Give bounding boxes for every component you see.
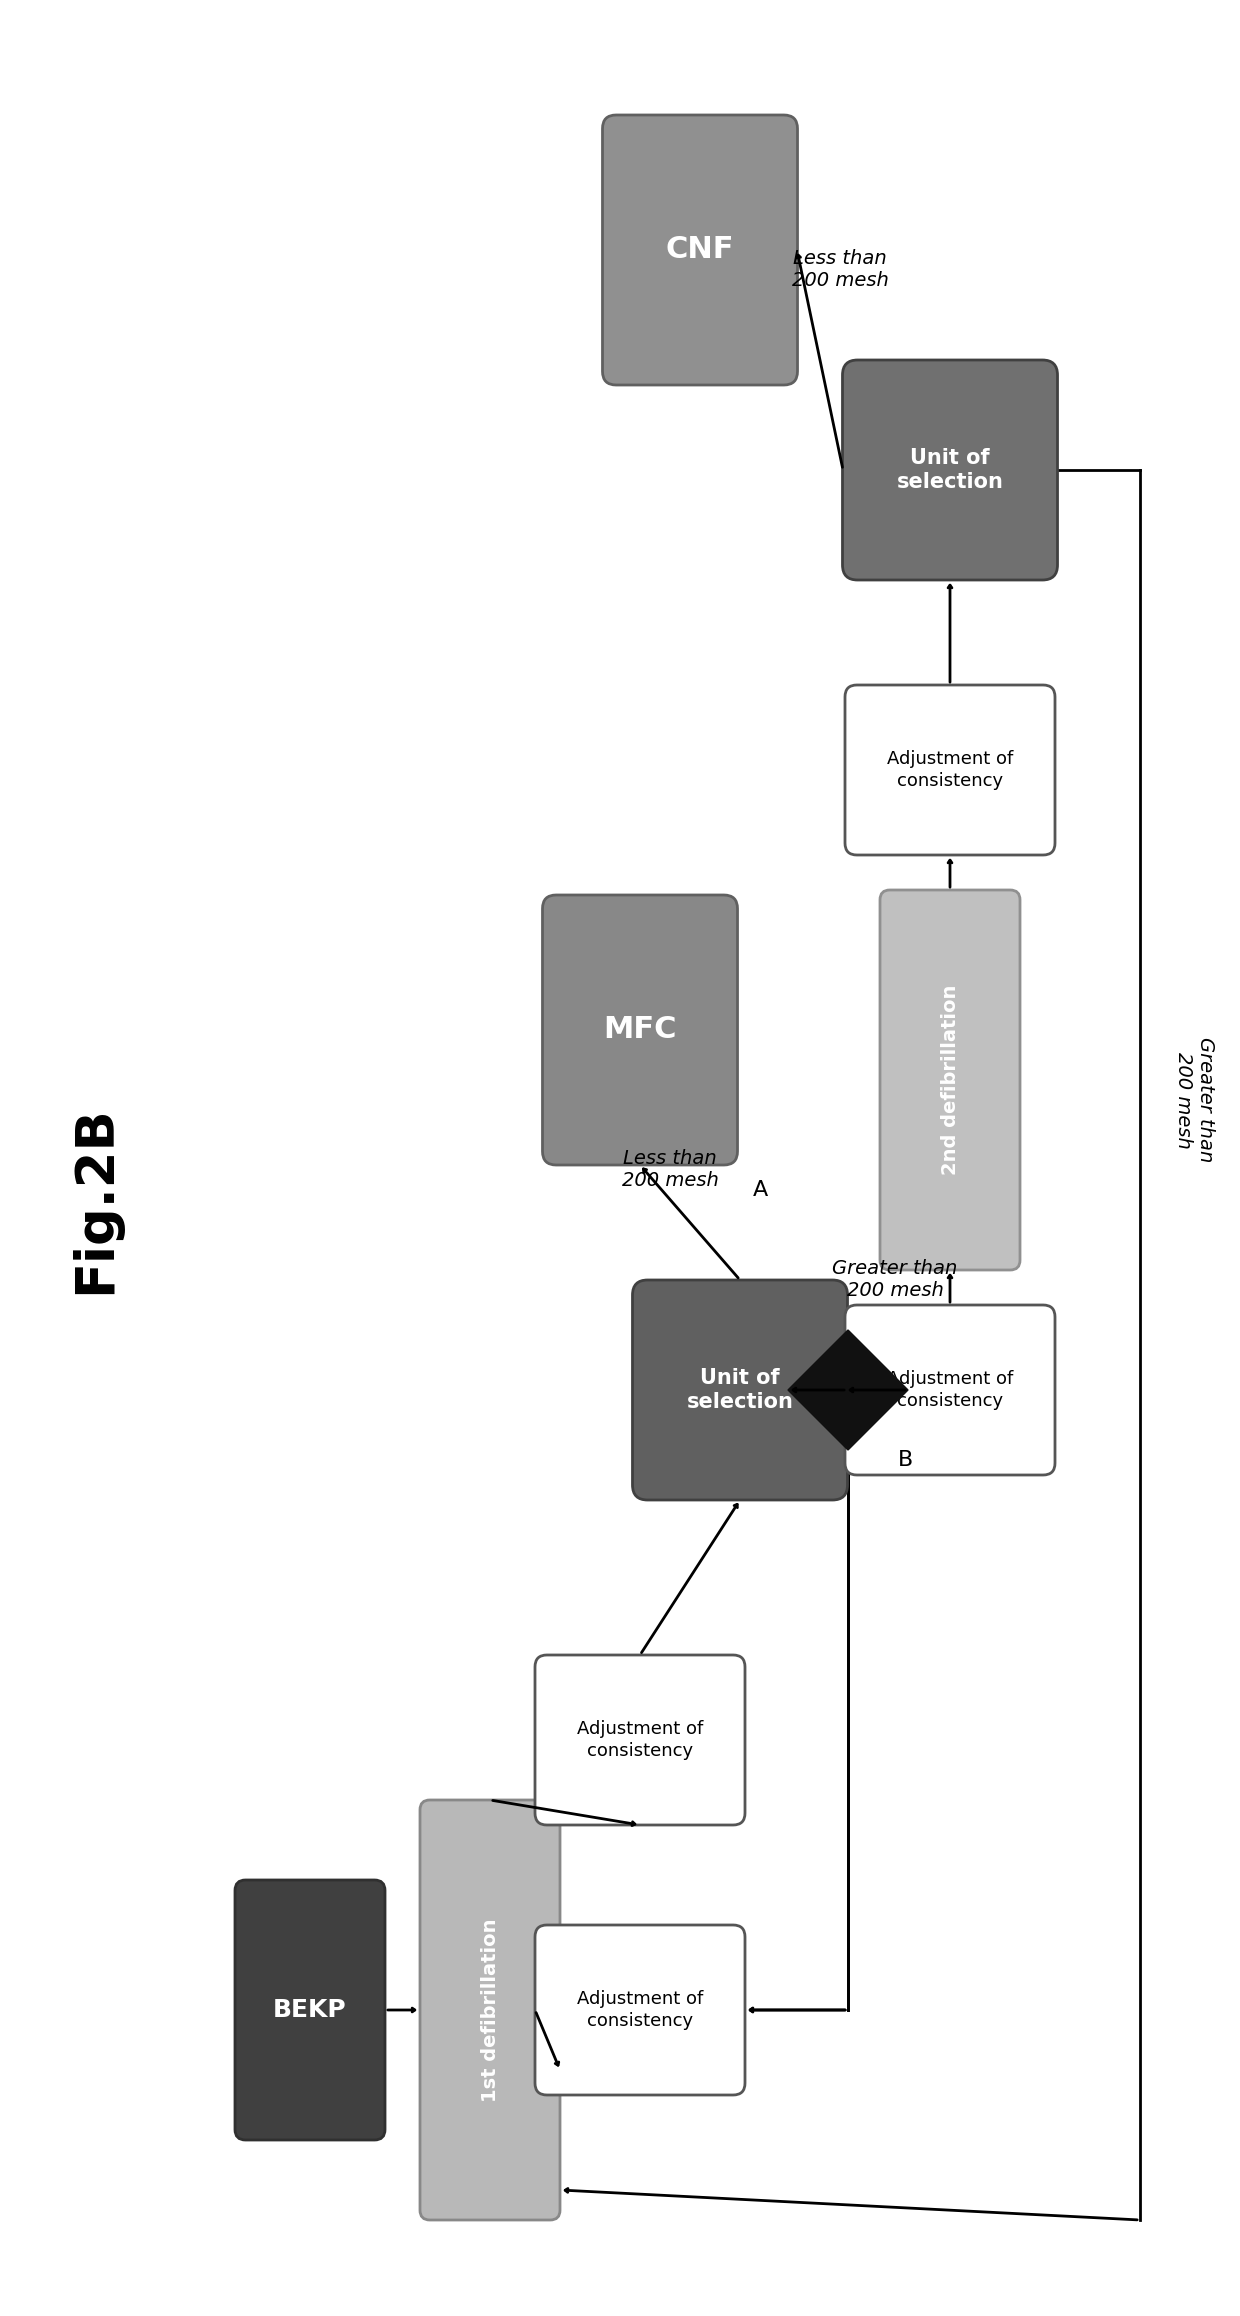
FancyBboxPatch shape (844, 1304, 1055, 1475)
Text: B: B (898, 1450, 913, 1471)
Text: CNF: CNF (666, 236, 734, 264)
FancyBboxPatch shape (534, 1925, 745, 2096)
Text: Greater than
200 mesh: Greater than 200 mesh (1174, 1038, 1215, 1163)
Text: Greater than
200 mesh: Greater than 200 mesh (832, 1260, 957, 1302)
FancyBboxPatch shape (420, 1800, 560, 2221)
FancyBboxPatch shape (543, 894, 738, 1165)
Text: Fig.2B: Fig.2B (69, 1105, 122, 1295)
FancyBboxPatch shape (534, 1656, 745, 1825)
Text: Less than
200 mesh: Less than 200 mesh (791, 250, 888, 290)
Text: Unit of
selection: Unit of selection (897, 447, 1003, 491)
Text: MFC: MFC (603, 1014, 677, 1045)
FancyBboxPatch shape (632, 1281, 847, 1501)
Text: Adjustment of
consistency: Adjustment of consistency (887, 1371, 1013, 1410)
Polygon shape (787, 1329, 908, 1450)
FancyBboxPatch shape (880, 889, 1021, 1269)
Text: Less than
200 mesh: Less than 200 mesh (621, 1149, 718, 1190)
Text: Adjustment of
consistency: Adjustment of consistency (577, 1989, 703, 2029)
FancyBboxPatch shape (236, 1881, 384, 2140)
FancyBboxPatch shape (603, 116, 797, 384)
Text: BEKP: BEKP (273, 1999, 347, 2022)
Text: A: A (753, 1179, 768, 1200)
Text: Adjustment of
consistency: Adjustment of consistency (577, 1721, 703, 1760)
Text: 2nd defibrillation: 2nd defibrillation (940, 984, 960, 1174)
Text: Adjustment of
consistency: Adjustment of consistency (887, 750, 1013, 790)
Text: 1st defibrillation: 1st defibrillation (481, 1918, 500, 2101)
Text: Unit of
selection: Unit of selection (687, 1369, 794, 1413)
FancyBboxPatch shape (844, 686, 1055, 855)
FancyBboxPatch shape (842, 359, 1058, 579)
